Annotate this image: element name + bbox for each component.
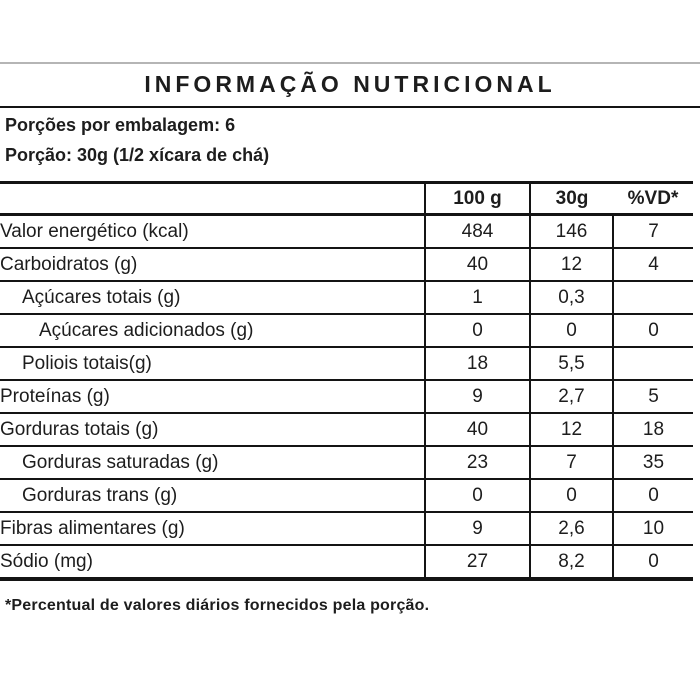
- nutrient-label: Açúcares adicionados (g): [0, 314, 426, 348]
- value-vd-percent: [613, 347, 693, 381]
- value-per-100g: 0: [425, 479, 531, 513]
- table-row: Valor energético (kcal) 484 146 7: [0, 214, 693, 249]
- nutrient-label: Carboidratos (g): [0, 248, 426, 282]
- value-per-100g: 9: [425, 512, 531, 546]
- serving-size: Porção: 30g (1/2 xícara de chá): [5, 145, 270, 165]
- footnote: *Percentual de valores diários fornecido…: [5, 597, 430, 614]
- column-header-vd: %VD*: [613, 182, 693, 216]
- nutrient-label: Proteínas (g): [0, 380, 426, 414]
- top-divider: [0, 62, 700, 64]
- table-row: Poliois totais(g) 18 5,5: [0, 347, 693, 381]
- value-per-30g: 8,2: [530, 545, 614, 581]
- table-row: Açúcares totais (g) 1 0,3: [0, 281, 693, 315]
- value-vd-percent: 0: [613, 479, 693, 513]
- table-row: Carboidratos (g) 40 12 4: [0, 248, 693, 282]
- value-vd-percent: 18: [613, 413, 693, 447]
- value-per-30g: 7: [530, 446, 614, 480]
- value-vd-percent: 35: [613, 446, 693, 480]
- title-divider: [0, 106, 700, 108]
- nutrient-label: Sódio (mg): [0, 545, 426, 581]
- value-vd-percent: 5: [613, 380, 693, 414]
- column-header-100g: 100 g: [425, 182, 531, 216]
- header-row: 100 g 30g %VD*: [0, 182, 693, 216]
- table-row: Gorduras totais (g) 40 12 18: [0, 413, 693, 447]
- nutrition-table-header: 100 g 30g %VD*: [0, 182, 693, 216]
- nutrient-label: Gorduras trans (g): [0, 479, 426, 513]
- page-title: INFORMAÇÃO NUTRICIONAL: [144, 71, 556, 97]
- value-per-30g: 0: [530, 479, 614, 513]
- servings-per-package: Porções por embalagem: 6: [5, 115, 236, 135]
- table-row: Proteínas (g) 9 2,7 5: [0, 380, 693, 414]
- value-per-100g: 40: [425, 248, 531, 282]
- value-per-30g: 12: [530, 248, 614, 282]
- nutrient-label: Gorduras totais (g): [0, 413, 426, 447]
- value-per-100g: 0: [425, 314, 531, 348]
- value-vd-percent: 10: [613, 512, 693, 546]
- value-per-100g: 40: [425, 413, 531, 447]
- nutrition-table: 100 g 30g %VD* Valor energético (kcal) 48…: [0, 181, 693, 581]
- nutrient-label: Poliois totais(g): [0, 347, 426, 381]
- value-per-30g: 2,6: [530, 512, 614, 546]
- nutrient-label: Gorduras saturadas (g): [0, 446, 426, 480]
- value-per-100g: 484: [425, 214, 531, 249]
- nutrient-label: Valor energético (kcal): [0, 214, 426, 249]
- value-vd-percent: [613, 281, 693, 315]
- table-row: Fibras alimentares (g) 9 2,6 10: [0, 512, 693, 546]
- nutrient-column-header: [0, 182, 426, 216]
- value-vd-percent: 4: [613, 248, 693, 282]
- value-per-100g: 1: [425, 281, 531, 315]
- table-row: Sódio (mg) 27 8,2 0: [0, 545, 693, 581]
- value-vd-percent: 7: [613, 214, 693, 249]
- value-per-100g: 9: [425, 380, 531, 414]
- value-per-30g: 0: [530, 314, 614, 348]
- value-per-100g: 27: [425, 545, 531, 581]
- table-row: Gorduras saturadas (g) 23 7 35: [0, 446, 693, 480]
- value-per-30g: 12: [530, 413, 614, 447]
- nutrient-label: Açúcares totais (g): [0, 281, 426, 315]
- value-per-30g: 0,3: [530, 281, 614, 315]
- value-per-100g: 23: [425, 446, 531, 480]
- nutrient-label: Fibras alimentares (g): [0, 512, 426, 546]
- value-per-100g: 18: [425, 347, 531, 381]
- value-per-30g: 146: [530, 214, 614, 249]
- value-per-30g: 2,7: [530, 380, 614, 414]
- value-per-30g: 5,5: [530, 347, 614, 381]
- nutrition-table-body: Valor energético (kcal) 484 146 7 Carboidrat…: [0, 214, 693, 581]
- value-vd-percent: 0: [613, 545, 693, 581]
- table-row: Gorduras trans (g) 0 0 0: [0, 479, 693, 513]
- column-header-30g: 30g: [530, 182, 613, 216]
- value-vd-percent: 0: [613, 314, 693, 348]
- table-row: Açúcares adicionados (g) 0 0 0: [0, 314, 693, 348]
